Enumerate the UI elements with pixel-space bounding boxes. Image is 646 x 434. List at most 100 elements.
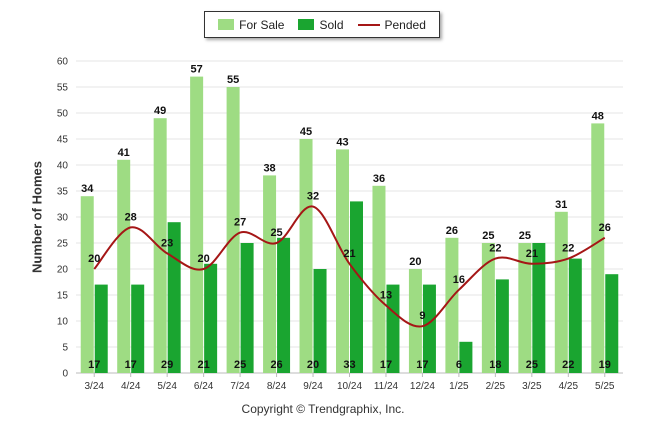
- bar-for-sale: [117, 159, 131, 373]
- label-sold: 17: [416, 359, 428, 371]
- bar-for-sale: [263, 175, 277, 373]
- label-sold: 33: [343, 359, 355, 371]
- x-tick-label: 4/24: [121, 381, 141, 392]
- y-tick-label: 10: [57, 317, 69, 328]
- bar-for-sale: [518, 243, 532, 373]
- bar-for-sale: [153, 118, 167, 373]
- legend-label-pended: Pended: [384, 17, 426, 32]
- label-for-sale: 31: [555, 199, 567, 211]
- x-tick-label: 2/25: [486, 381, 506, 392]
- x-tick-label: 3/25: [522, 381, 542, 392]
- y-tick-label: 55: [57, 83, 69, 94]
- label-pended: 22: [489, 243, 501, 255]
- data-labels: 34 17 41 17 49 29 57 21 55 25 38 26 45 20 43 33 36 17 20 17…: [81, 64, 611, 371]
- bar-for-sale: [445, 237, 459, 373]
- bar-sold: [532, 243, 546, 373]
- label-pended: 9: [419, 310, 425, 322]
- label-for-sale: 36: [373, 173, 385, 185]
- bar-sold: [422, 284, 436, 373]
- bar-sold: [204, 263, 218, 373]
- y-axis-label: Number of Homes: [29, 161, 45, 273]
- x-tick-label: 9/24: [303, 381, 323, 392]
- label-sold: 19: [599, 359, 611, 371]
- y-tick-label: 30: [57, 213, 69, 224]
- bar-sold: [350, 201, 363, 373]
- x-tick-label: 8/24: [267, 381, 287, 392]
- label-for-sale: 45: [300, 126, 312, 138]
- y-tick-label: 25: [57, 239, 69, 250]
- y-tick-label: 35: [57, 187, 69, 198]
- bar-sold: [240, 243, 254, 373]
- x-tick-label: 4/25: [559, 381, 579, 392]
- label-pended: 22: [562, 243, 574, 255]
- label-for-sale: 38: [263, 162, 275, 174]
- y-tick-label: 5: [62, 343, 68, 354]
- label-for-sale: 25: [482, 230, 494, 242]
- y-tick-label: 0: [62, 369, 68, 380]
- label-sold: 18: [489, 359, 501, 371]
- bar-for-sale: [190, 76, 204, 373]
- bar-sold: [605, 274, 619, 373]
- label-for-sale: 25: [519, 230, 531, 242]
- x-tick-label: 12/24: [410, 381, 435, 392]
- label-pended: 25: [270, 227, 282, 239]
- x-tick-label: 5/25: [595, 381, 615, 392]
- pended-line-path: [93, 205, 606, 328]
- y-axis-ticks: 0 5 10 15 20 25 30 35 40 45 50 55 60: [57, 57, 69, 380]
- label-for-sale: 41: [118, 147, 130, 159]
- bar-for-sale: [408, 269, 422, 373]
- bar-for-sale: [372, 185, 386, 373]
- x-tick-label: 6/24: [194, 381, 214, 392]
- x-tick-label: 11/24: [374, 381, 399, 392]
- bar-sold: [386, 284, 400, 373]
- label-sold: 21: [198, 359, 210, 371]
- bar-sold: [568, 258, 582, 373]
- label-sold: 25: [234, 359, 246, 371]
- label-sold: 26: [270, 359, 282, 371]
- y-tick-label: 50: [57, 109, 69, 120]
- legend-item-for-sale[interactable]: For Sale: [218, 18, 284, 32]
- label-sold: 22: [562, 359, 574, 371]
- pended-swatch: [357, 23, 380, 26]
- bar-sold: [94, 284, 108, 373]
- label-sold: 17: [88, 359, 100, 371]
- x-tick-label: 7/24: [230, 381, 250, 392]
- y-tick-label: 40: [57, 161, 69, 172]
- label-sold: 6: [456, 359, 462, 371]
- copyright-text: Copyright © Trendgraphix, Inc.: [241, 402, 405, 416]
- label-for-sale: 48: [592, 110, 604, 122]
- x-tick-label: 1/25: [449, 381, 469, 392]
- legend-label-for-sale: For Sale: [239, 17, 285, 32]
- label-pended: 16: [453, 274, 465, 286]
- bar-sold: [313, 269, 327, 373]
- label-sold: 25: [526, 359, 538, 371]
- legend-item-pended[interactable]: Pended: [357, 17, 426, 32]
- y-tick-label: 15: [57, 291, 69, 302]
- legend-label-sold: Sold: [319, 17, 344, 32]
- x-axis-ticks: 3/24 4/24 5/24 6/24 7/24 8/24 9/24 10/24 11/24 12…: [84, 373, 615, 392]
- label-pended: 28: [125, 211, 137, 223]
- bars: [80, 76, 619, 374]
- pended-line: [93, 205, 606, 328]
- label-for-sale: 49: [154, 105, 166, 117]
- bar-for-sale: [226, 87, 240, 373]
- sold-swatch: [298, 19, 315, 30]
- label-for-sale: 57: [191, 64, 203, 76]
- gridlines: [76, 60, 623, 374]
- label-pended: 26: [599, 222, 611, 234]
- label-pended: 32: [307, 191, 319, 203]
- label-for-sale: 20: [409, 256, 421, 268]
- label-pended: 27: [234, 217, 246, 229]
- label-sold: 17: [380, 359, 392, 371]
- legend-item-sold[interactable]: Sold: [298, 17, 344, 32]
- bar-for-sale: [336, 149, 349, 373]
- x-tick-label: 5/24: [157, 381, 177, 392]
- label-pended: 21: [343, 248, 355, 260]
- bar-sold: [459, 341, 473, 373]
- x-tick-label: 10/24: [337, 381, 362, 392]
- bar-for-sale: [481, 243, 495, 373]
- label-sold: 20: [307, 359, 319, 371]
- label-pended: 13: [380, 289, 392, 301]
- label-for-sale: 34: [81, 183, 94, 195]
